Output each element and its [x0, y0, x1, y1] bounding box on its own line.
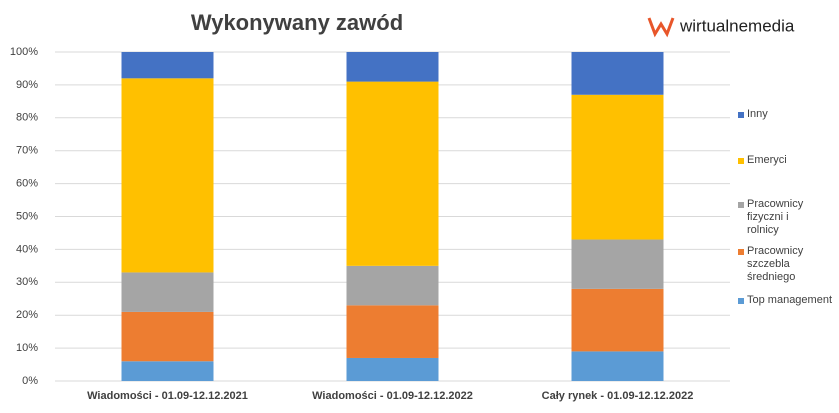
y-tick-label: 20%: [16, 309, 38, 321]
legend-label: Pracownicy szczebla średniego: [747, 245, 804, 283]
y-tick-label: 0%: [22, 375, 38, 387]
y-tick-label: 80%: [16, 112, 38, 124]
x-tick-label: Wiadomości - 01.09-12.12.2021: [87, 390, 248, 402]
bar-segment: [346, 265, 439, 306]
bar-segment: [346, 52, 439, 82]
legend-label: Top management: [747, 294, 832, 306]
y-tick-label: 100%: [10, 46, 38, 58]
legend: Top management Pracownicy szczebla średni…: [738, 0, 838, 413]
y-tick-label: 10%: [16, 342, 38, 354]
logo-icon: [647, 17, 675, 38]
legend-label: Emeryci: [747, 154, 787, 166]
y-tick-label: 90%: [16, 79, 38, 91]
bar-segment: [571, 239, 664, 289]
y-tick-label: 60%: [16, 178, 38, 190]
bar-segment: [121, 311, 214, 362]
bar-segment: [121, 52, 214, 79]
y-tick-label: 50%: [16, 210, 38, 222]
y-tick-label: 30%: [16, 276, 38, 288]
bar-segment: [346, 81, 439, 266]
legend-label: Inny: [747, 108, 768, 120]
legend-swatch: [738, 298, 744, 304]
legend-label: Pracownicy fizyczni i rolnicy: [747, 198, 804, 236]
bar-segment: [346, 305, 439, 358]
legend-swatch: [738, 158, 744, 164]
bar-segment: [121, 272, 214, 312]
bar-segment: [121, 361, 214, 381]
bar-segment: [571, 351, 664, 381]
logo-text: wirtualnemedia: [679, 16, 795, 35]
bar-segment: [571, 52, 664, 95]
chart-title: Wykonywany zawód: [191, 10, 403, 35]
x-tick-label: Cały rynek - 01.09-12.12.2022: [542, 390, 694, 402]
bar-segment: [571, 94, 664, 240]
bar-segment: [121, 78, 214, 273]
y-tick-label: 70%: [16, 145, 38, 157]
y-tick-label: 40%: [16, 243, 38, 255]
legend-swatch: [738, 249, 744, 255]
legend-swatch: [738, 112, 744, 118]
bar-segment: [571, 288, 664, 352]
legend-swatch: [738, 202, 744, 208]
bar-segment: [346, 357, 439, 381]
x-tick-label: Wiadomości - 01.09-12.12.2022: [312, 390, 473, 402]
